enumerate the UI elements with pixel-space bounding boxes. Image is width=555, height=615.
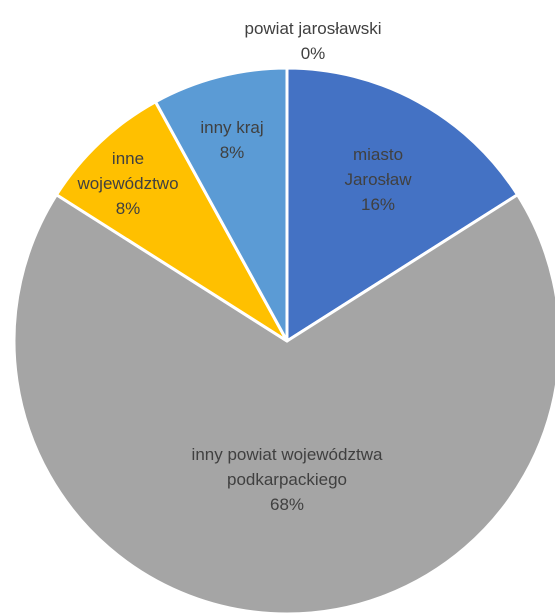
pie-slice-label-line: 68%: [270, 495, 304, 514]
pie-slice-label-line: miasto: [353, 145, 403, 164]
pie-slice-label-line: 8%: [116, 199, 141, 218]
pie-slice-3: [54, 100, 289, 343]
pie-slice-4: [153, 66, 289, 343]
pie-slice-2: [12, 193, 555, 615]
pie-slice-1: [285, 66, 520, 343]
pie-slice-label-line: podkarpackiego: [227, 470, 347, 489]
pie-slice-label-1: miasto Jarosław 16%: [344, 145, 412, 214]
pie-slice-label-3: inne województwo 8%: [76, 149, 178, 218]
pie-slice-label-2: inny powiat województwa podkarpackiego 68%: [192, 445, 383, 514]
pie-slice-label-line: 0%: [301, 44, 326, 63]
pie-slice-label-4: inny kraj 8%: [200, 118, 263, 162]
pie-slice-label-line: inny powiat województwa: [192, 445, 383, 464]
pie-slice-label-line: inny kraj: [200, 118, 263, 137]
pie-slice-label-line: powiat jarosławski: [245, 19, 382, 38]
pie-slice-label-line: Jarosław: [344, 170, 412, 189]
pie-slice-label-line: inne: [112, 149, 144, 168]
pie-slice-label-0: powiat jarosławski 0%: [245, 19, 382, 63]
pie-slice-label-line: 8%: [220, 143, 245, 162]
pie-slice-label-line: 16%: [361, 195, 395, 214]
pie-slice-label-line: województwo: [76, 174, 178, 193]
